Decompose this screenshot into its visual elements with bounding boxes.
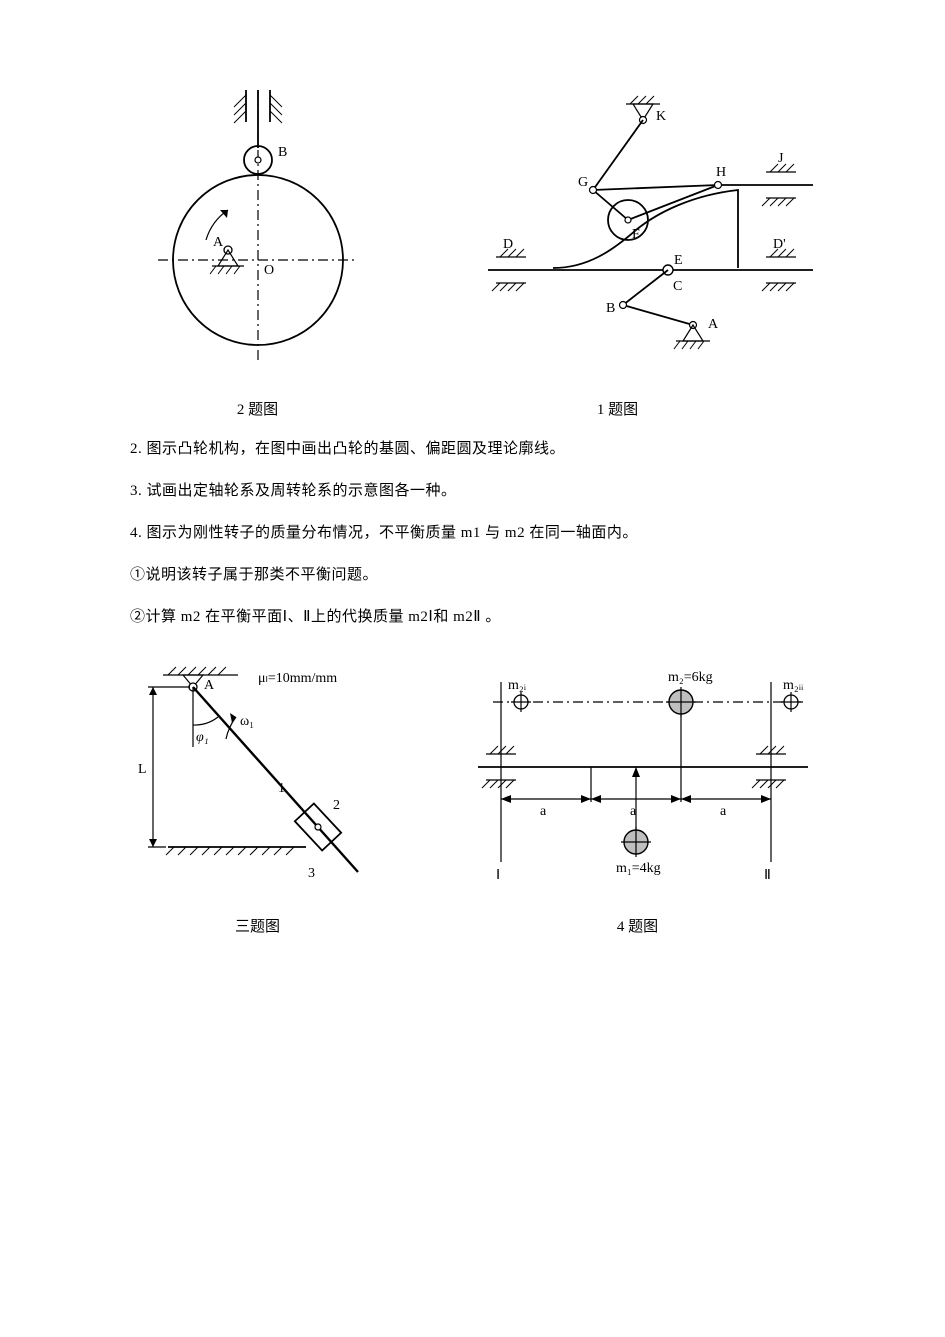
fig1-label-A: A bbox=[708, 317, 719, 332]
figure-4-svg: Ⅰ Ⅱ a a a bbox=[438, 647, 838, 907]
fig3-omega-label: ω₁ bbox=[240, 714, 254, 729]
fig3-link-1 bbox=[193, 687, 358, 872]
fig4-plane-I-label: Ⅰ bbox=[496, 868, 500, 883]
fig4-a2: a bbox=[630, 804, 637, 819]
fig3-L-arrow-top bbox=[149, 687, 157, 695]
figure-1-svg: D D' bbox=[418, 90, 818, 390]
fig4-m2II-label: m₂ᵢᵢ bbox=[783, 678, 804, 693]
fig1-link-AB bbox=[623, 305, 693, 325]
fig3-label-A: A bbox=[204, 678, 215, 693]
fig4-m2-label: m₂=6kg bbox=[668, 670, 713, 685]
fig3-L-label: L bbox=[138, 762, 147, 777]
fig2-roller-pin bbox=[255, 157, 261, 163]
paragraph-4a: ①说明该转子属于那类不平衡问题。 bbox=[130, 563, 815, 587]
page: B A O 2 题图 bbox=[0, 0, 945, 1337]
fig4-a3: a bbox=[720, 804, 727, 819]
fig3-label-3: 3 bbox=[308, 866, 315, 881]
fig1-label-E: E bbox=[674, 253, 683, 268]
fig4-m1-label: m₁=4kg bbox=[616, 861, 661, 876]
figure-2-svg: B A O bbox=[128, 90, 388, 390]
fig1-ground-K bbox=[626, 96, 660, 124]
fig3-phi-arc bbox=[193, 717, 218, 725]
fig4-m2I bbox=[511, 692, 531, 712]
figure-3-svg: A μₗ=10mm/mm 1 φ₁ ω₁ 2 bbox=[108, 647, 408, 907]
fig1-link-KG bbox=[593, 120, 643, 190]
fig1-link-BC bbox=[623, 270, 668, 305]
fig1-link-HF bbox=[628, 185, 718, 220]
figure-1-container: D D' bbox=[418, 90, 818, 419]
fig3-label-1: 1 bbox=[278, 781, 285, 796]
fig1-label-J: J bbox=[778, 151, 784, 166]
fig1-label-G: G bbox=[578, 175, 588, 190]
fig3-phi-label: φ₁ bbox=[196, 730, 209, 745]
figure-1-caption: 1 题图 bbox=[418, 398, 818, 419]
fig1-pin-G bbox=[589, 187, 596, 194]
fig3-L-arrow-bot bbox=[149, 839, 157, 847]
figure-3-container: A μₗ=10mm/mm 1 φ₁ ω₁ 2 bbox=[108, 647, 408, 936]
bottom-figure-row: A μₗ=10mm/mm 1 φ₁ ω₁ 2 bbox=[130, 647, 815, 936]
fig1-label-D: D bbox=[503, 237, 513, 252]
fig1-label-C: C bbox=[673, 279, 682, 294]
fig4-m2II bbox=[781, 692, 801, 712]
fig2-label-B: B bbox=[278, 145, 287, 160]
figure-2-container: B A O 2 题图 bbox=[128, 90, 388, 419]
fig1-link-GH bbox=[593, 185, 718, 190]
figure-4-container: Ⅰ Ⅱ a a a bbox=[438, 647, 838, 936]
fig1-pin-H bbox=[714, 182, 721, 189]
fig3-label-2: 2 bbox=[333, 798, 340, 813]
fig3-mu-label: μₗ=10mm/mm bbox=[258, 671, 337, 686]
fig4-plane-II-label: Ⅱ bbox=[764, 868, 771, 883]
fig4-m2 bbox=[666, 687, 696, 717]
fig2-rot-arrowhead bbox=[220, 210, 228, 218]
paragraph-2: 2. 图示凸轮机构，在图中画出凸轮的基圆、偏距圆及理论廓线。 bbox=[130, 437, 815, 461]
figure-4-caption: 4 题图 bbox=[438, 915, 838, 936]
fig4-m1 bbox=[621, 827, 651, 857]
fig2-label-O: O bbox=[264, 263, 274, 278]
fig1-label-K: K bbox=[656, 109, 666, 124]
fig4-a1: a bbox=[540, 804, 547, 819]
fig1-label-B: B bbox=[606, 301, 615, 316]
fig1-label-Dp: D' bbox=[773, 237, 786, 252]
paragraph-3: 3. 试画出定轴轮系及周转轮系的示意图各一种。 bbox=[130, 479, 815, 503]
fig2-label-A: A bbox=[213, 235, 224, 250]
top-figure-row: B A O 2 题图 bbox=[130, 90, 815, 419]
fig3-omega-arrow bbox=[230, 713, 236, 723]
fig1-label-H: H bbox=[716, 165, 726, 180]
figure-2-caption: 2 题图 bbox=[128, 398, 388, 419]
fig1-link-GF bbox=[593, 190, 628, 220]
fig1-pin-B bbox=[619, 302, 626, 309]
paragraph-4: 4. 图示为刚性转子的质量分布情况，不平衡质量 m1 与 m2 在同一轴面内。 bbox=[130, 521, 815, 545]
fig1-label-F: F bbox=[632, 227, 640, 242]
fig1-pin-F bbox=[625, 217, 631, 223]
fig4-m2I-label: m₂ᵢ bbox=[508, 678, 527, 693]
fig1-ground-A bbox=[674, 322, 710, 350]
figure-3-caption: 三题图 bbox=[108, 915, 408, 936]
paragraph-4b: ②计算 m2 在平衡平面Ⅰ、Ⅱ上的代换质量 m2Ⅰ和 m2Ⅱ 。 bbox=[130, 605, 815, 629]
